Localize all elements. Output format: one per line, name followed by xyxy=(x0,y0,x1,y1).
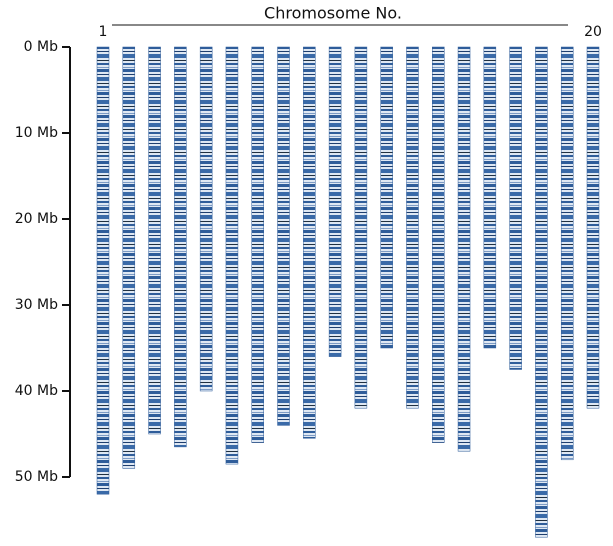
chromosome xyxy=(122,46,136,469)
chromosome xyxy=(432,46,445,443)
chromosome xyxy=(354,46,368,409)
chromosome xyxy=(148,46,161,435)
chromosome xyxy=(328,46,342,357)
chromosome xyxy=(509,46,522,370)
chromosome xyxy=(199,46,213,392)
chromosome xyxy=(586,46,600,409)
chromosome xyxy=(96,46,110,495)
chromosome xyxy=(560,46,574,461)
chromosome xyxy=(483,46,497,349)
chromosome xyxy=(277,46,290,426)
y-tick-label: 0 Mb xyxy=(24,39,58,55)
chromosome xyxy=(535,46,548,538)
chromosome xyxy=(225,46,239,465)
x-tick-label: 20 xyxy=(584,24,602,40)
chromosome xyxy=(303,46,316,439)
y-tick-label: 50 Mb xyxy=(15,469,58,485)
x-tick-label: 1 xyxy=(99,24,108,40)
y-tick-label: 10 Mb xyxy=(15,125,58,141)
y-tick-label: 20 Mb xyxy=(15,211,58,227)
chart-title: Chromosome No. xyxy=(264,4,402,23)
chromosome xyxy=(380,46,393,349)
chromosome xyxy=(406,46,419,409)
y-tick-label: 30 Mb xyxy=(15,297,58,313)
chromosome xyxy=(174,46,187,448)
y-tick-label: 40 Mb xyxy=(15,383,58,399)
chromosome xyxy=(251,46,264,443)
chromosome xyxy=(457,46,471,452)
